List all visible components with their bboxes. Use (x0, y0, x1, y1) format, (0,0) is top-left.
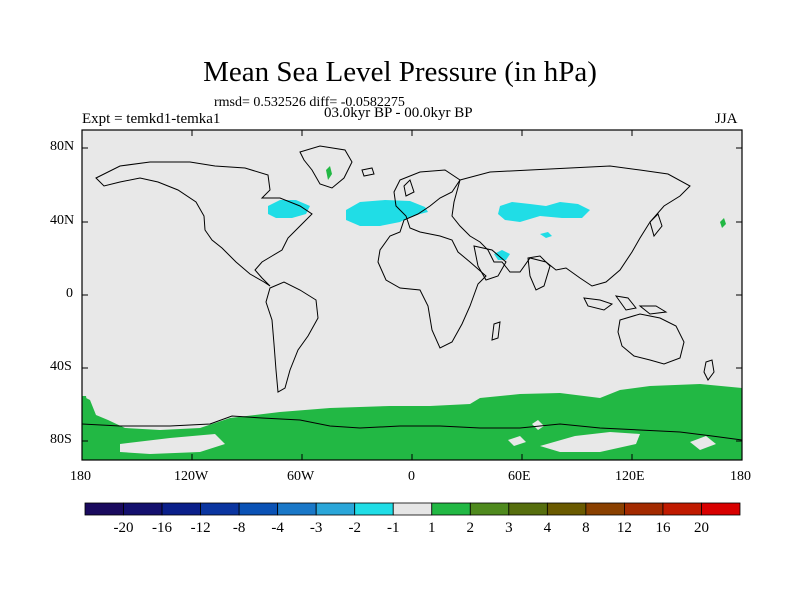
lon-label-120e: 120E (615, 469, 645, 484)
colorbar-box (469, 502, 510, 516)
colorbar-box (662, 502, 702, 516)
colorbar-box (315, 502, 356, 516)
lon-label-0: 0 (408, 469, 415, 484)
antarctic-neutral-patch-dot (532, 420, 544, 430)
colorbar-box (161, 502, 201, 516)
colorbar-label: -8 (232, 520, 246, 536)
colorbar-label: -3 (309, 520, 323, 536)
lon-ticks (191, 130, 633, 460)
lat-ticks (82, 147, 742, 442)
colorbar-box (200, 502, 240, 516)
lat-label-0: 0 (66, 286, 73, 301)
colorbar-box (354, 502, 394, 516)
colorbar-label: 20 (693, 520, 709, 536)
colorbar-box (392, 502, 433, 516)
lat-label-80n: 80N (50, 139, 75, 154)
colorbar-box (277, 502, 317, 516)
asia-negative-anomaly-small (540, 232, 552, 238)
colorbar-box (123, 502, 163, 516)
colorbar-label: -4 (271, 520, 284, 536)
colorbar-box (701, 502, 741, 516)
lon-label-60e: 60E (508, 469, 531, 484)
map-title: Mean Sea Level Pressure (in hPa) (203, 56, 597, 88)
colorbar-box (624, 502, 664, 516)
colorbar-label: 4 (543, 520, 552, 536)
lat-label-40n: 40N (50, 213, 75, 228)
antarctic-neutral-patch-west (120, 434, 225, 454)
season-label: JJA (715, 111, 738, 127)
greenland-positive-anomaly (326, 166, 332, 180)
experiment-label: Expt = temkd1-temka1 (82, 111, 221, 127)
lon-label-60w: 60W (287, 469, 315, 484)
arabia-negative-anomaly (494, 250, 510, 260)
asia-negative-anomaly (498, 202, 590, 222)
antarctic-neutral-patch-small (508, 436, 526, 446)
colorbar-label: -1 (386, 520, 400, 536)
lon-label-180w: 180 (70, 469, 91, 484)
colorbar-label: 2 (466, 520, 475, 536)
lon-label-180e: 180 (730, 469, 751, 484)
colorbar-label: -2 (348, 520, 361, 536)
coastlines (81, 145, 743, 441)
colorbar-label: 8 (582, 520, 590, 536)
atlantic-negative-anomaly (346, 200, 428, 226)
colorbar-box (585, 502, 625, 516)
lat-label-40s: 40S (50, 359, 72, 374)
colorbar-label: -12 (190, 520, 211, 536)
colorbar-label: 3 (505, 520, 513, 536)
north-america-negative-anomaly (268, 200, 310, 218)
colorbar-label: -16 (152, 520, 173, 536)
antarctic-neutral-patch (540, 432, 640, 452)
pacific-positive-strip (82, 396, 88, 412)
colorbar-label: 1 (428, 520, 436, 536)
stats-text: rmsd= 0.532526 diff= -0.0582275 (214, 95, 405, 110)
lon-label-120w: 120W (174, 469, 209, 484)
colorbar-box (508, 502, 548, 516)
period-label: 03.0kyr BP - 00.0kyr BP (324, 105, 473, 121)
colorbar-box (546, 502, 587, 516)
antarctic-neutral-patch-east (690, 436, 716, 450)
colorbar-box (431, 502, 471, 516)
colorbar-box (84, 502, 124, 516)
colorbar-label: 16 (655, 520, 671, 536)
pacific-positive-anomaly (720, 218, 726, 228)
colorbar-box (238, 502, 279, 516)
colorbar-label: 12 (616, 520, 632, 536)
colorbar (84, 502, 741, 516)
colorbar-label: -20 (113, 520, 134, 536)
lat-label-80s: 80S (50, 432, 72, 447)
